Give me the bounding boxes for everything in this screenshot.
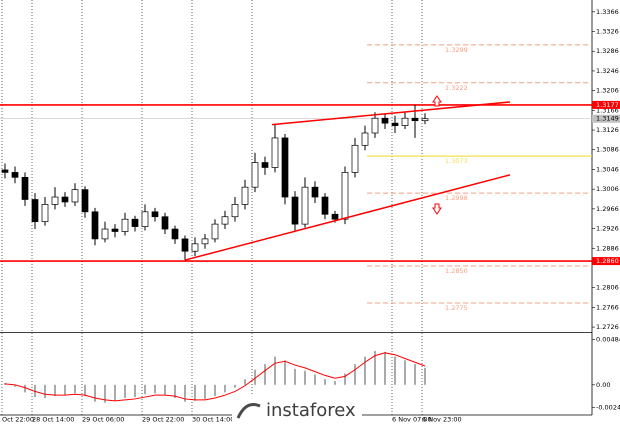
level-box (592, 257, 620, 266)
level-label: 1.3177 (596, 101, 619, 109)
y-tick-label: 1.3326 (596, 28, 619, 36)
candle-body (131, 218, 139, 227)
candle-body (41, 204, 49, 223)
y-tick-label: 0.00484 (596, 335, 620, 343)
candle-body (21, 176, 29, 200)
trendline (271, 101, 511, 126)
fib-label: 1.2775 (445, 304, 468, 312)
y-tick-label: 1.2926 (596, 225, 619, 233)
candle-body (201, 238, 209, 245)
fib-label: 1.2850 (445, 267, 468, 275)
candle-body (351, 144, 359, 173)
y-tick-label: -0.0024 (596, 403, 620, 411)
candle-body (101, 228, 109, 240)
fib-label: 1.3222 (445, 84, 468, 92)
trendline (184, 174, 511, 261)
candle-body (361, 132, 369, 146)
candle-body (321, 196, 329, 215)
candle-body (191, 243, 199, 252)
candle-body (81, 189, 89, 213)
candle-body (111, 228, 119, 232)
current-price-box (592, 114, 620, 123)
x-tick-label: 29 Oct 06:00 (82, 416, 124, 424)
y-tick-label: 0.00 (596, 381, 610, 389)
x-tick-label: Oct 22:00 (2, 416, 34, 424)
candle-body (161, 216, 169, 230)
y-tick-label: 1.2806 (596, 284, 619, 292)
candle-body (301, 186, 309, 225)
candle-body (141, 211, 149, 227)
current-price-label: 1.3149 (596, 115, 619, 123)
candle-body (51, 196, 59, 205)
watermark-logo (236, 403, 261, 419)
candle-body (71, 189, 79, 203)
x-tick-label: 6 Nov 23:00 (422, 416, 462, 424)
x-tick-label: 6 Nov 07:00 (392, 416, 432, 424)
candle-body (331, 213, 339, 220)
signal-line (4, 352, 426, 402)
y-tick-label: 1.2966 (596, 205, 619, 213)
candle-body (261, 162, 269, 168)
y-tick-label: 1.3086 (596, 146, 619, 154)
y-tick-label: 1.3126 (596, 126, 619, 134)
level-label: 1.2860 (596, 257, 619, 265)
candle-body (231, 204, 239, 218)
x-tick-label: 30 Oct 14:00 (192, 416, 234, 424)
candle-body (181, 238, 189, 252)
candle-body (421, 118, 429, 122)
candle-body (171, 228, 179, 240)
candle-body (251, 162, 259, 188)
y-tick-label: 1.3006 (596, 185, 619, 193)
y-tick-label: 1.2726 (596, 323, 619, 331)
y-tick-label: 1.3366 (596, 8, 619, 16)
candle-body (221, 216, 229, 225)
candle-body (1, 169, 9, 173)
candle-body (121, 218, 129, 232)
candle-body (311, 186, 319, 198)
candle-body (391, 122, 399, 126)
y-tick-label: 1.3166 (596, 106, 619, 114)
candle-body (341, 172, 349, 220)
y-tick-label: 1.3206 (596, 87, 619, 95)
y-tick-label: 1.3286 (596, 47, 619, 55)
fib-label: 1.3299 (445, 46, 468, 54)
candle-body (291, 196, 299, 225)
down-arrow (432, 203, 442, 215)
x-tick-label: 29 Oct 22:00 (142, 416, 184, 424)
level-box (592, 100, 620, 109)
y-tick-label: 1.3246 (596, 67, 619, 75)
y-tick-label: 1.3046 (596, 165, 619, 173)
candle-body (91, 211, 99, 240)
candle-body (11, 172, 19, 178)
candle-body (381, 117, 389, 124)
candle-body (31, 199, 39, 223)
pivot-label: 1.3073 (445, 157, 468, 165)
candle-body (371, 117, 379, 134)
candle-body (401, 117, 409, 126)
up-arrow (432, 95, 442, 107)
candle-body (411, 117, 419, 122)
candle-body (281, 137, 289, 198)
x-tick-label: 28 Oct 14:00 (32, 416, 74, 424)
candle-body (211, 223, 219, 240)
candle-body (61, 196, 69, 203)
fib-label: 1.2998 (445, 194, 468, 202)
watermark-box (232, 396, 362, 425)
candle-body (241, 186, 249, 205)
candle-body (151, 211, 159, 218)
candle-body (271, 137, 279, 168)
watermark: instaforex (266, 400, 356, 421)
y-tick-label: 1.2886 (596, 244, 619, 252)
y-tick-label: 1.2766 (596, 303, 619, 311)
